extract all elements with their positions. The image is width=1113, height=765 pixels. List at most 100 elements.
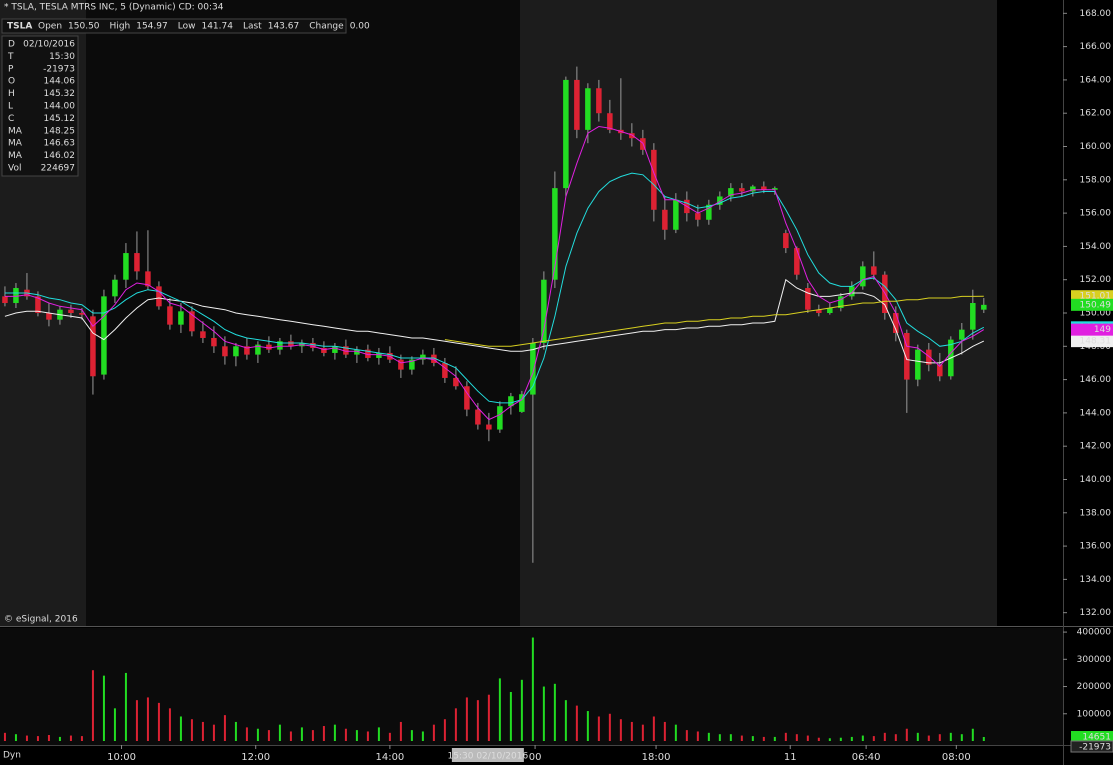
data-window-key: C	[8, 114, 14, 124]
candle-body	[871, 266, 877, 275]
data-window-value: 145.12	[44, 114, 76, 124]
volume-flag	[1071, 731, 1113, 743]
y-tick-label: 140.00	[1080, 475, 1112, 485]
volume-bar	[366, 731, 369, 741]
volume-bar	[69, 735, 72, 741]
volume-bar	[509, 691, 512, 741]
y-tick-label: 160.00	[1080, 142, 1112, 152]
x-tick-label: 08:00	[942, 752, 971, 763]
candle-body	[805, 288, 811, 310]
candle-body	[222, 346, 228, 357]
candle-body	[596, 88, 602, 114]
data-window-key: Vol	[8, 164, 21, 174]
candle-body	[376, 352, 382, 358]
candle-body	[739, 188, 745, 192]
candle-body	[332, 346, 338, 353]
session-shade	[86, 0, 520, 626]
y-tick-label: 158.00	[1080, 175, 1112, 185]
candle-body	[673, 199, 679, 230]
volume-bar	[674, 724, 677, 741]
moving-average	[4, 278, 985, 364]
volume-bar	[157, 702, 160, 741]
candle-body	[200, 331, 206, 338]
volume-bar	[696, 731, 699, 741]
price-flag-label: 150.49	[1080, 300, 1112, 310]
data-window-key: MA	[8, 126, 23, 136]
moving-average	[4, 125, 985, 421]
candle-body	[453, 377, 459, 387]
quote-value: 0.00	[350, 22, 370, 32]
cursor-box	[451, 748, 524, 762]
volume-bar	[630, 721, 633, 741]
volume-bar	[168, 708, 171, 741]
candle-body	[354, 349, 360, 355]
candle-body	[519, 394, 525, 412]
volume-bar	[278, 724, 281, 741]
volume-bar	[839, 737, 842, 741]
price-flag-label: 151.01	[1080, 292, 1112, 302]
volume-bar	[201, 721, 204, 741]
volume-bar	[234, 721, 237, 741]
y-tick-label: 150.00	[1080, 309, 1112, 319]
candle-body	[244, 346, 250, 355]
candle-body	[497, 406, 503, 430]
candle-body	[123, 253, 129, 280]
volume-bar	[465, 697, 468, 741]
volume-bar	[3, 732, 6, 741]
data-window-value: 148.25	[44, 126, 76, 136]
candle-body	[321, 347, 327, 353]
volume-bar	[707, 732, 710, 741]
volume-bar	[685, 730, 688, 741]
candle-body	[398, 359, 404, 370]
volume-bar	[267, 730, 270, 741]
pane-label: Dyn	[3, 751, 21, 761]
volume-bar	[443, 719, 446, 741]
copyright: © eSignal, 2016	[4, 615, 78, 625]
data-window-value: -21973	[43, 64, 75, 74]
candle-body	[827, 308, 833, 313]
session-shade	[520, 0, 997, 626]
candle-body	[970, 303, 976, 330]
candle-body	[343, 346, 349, 355]
volume-bar	[388, 732, 391, 741]
volume-bar	[300, 727, 303, 741]
candle-body	[90, 316, 96, 377]
quote-value: 154.97	[136, 22, 168, 32]
candle-body	[530, 342, 536, 395]
volume-bar	[179, 716, 182, 741]
volume-tick-label: 200000	[1077, 682, 1112, 692]
x-tick-label: 18:00	[642, 752, 671, 763]
data-window-value: 15:30	[49, 52, 75, 62]
volume-bar	[355, 730, 358, 741]
volume-bar	[663, 721, 666, 741]
y-tick-label: 146.00	[1080, 375, 1112, 385]
volume-bar	[608, 713, 611, 741]
candle-body	[112, 279, 118, 297]
candle-body	[662, 209, 668, 230]
volume-bar	[795, 734, 798, 741]
data-window-key: MA	[8, 151, 23, 161]
candle-body	[134, 253, 140, 272]
volume-bar	[190, 719, 193, 741]
candle-body	[717, 196, 723, 205]
volume-bar	[124, 672, 127, 741]
volume-bar	[762, 736, 765, 741]
volume-bar	[828, 738, 831, 741]
x-tick-label: 12:00	[241, 752, 270, 763]
candle-body	[585, 88, 591, 130]
volume-bar	[344, 728, 347, 741]
plot	[2, 66, 987, 741]
volume-bar	[894, 734, 897, 741]
candle-body	[178, 311, 184, 325]
volume-bar	[432, 724, 435, 741]
candle-body	[145, 271, 151, 287]
volume-bar	[212, 724, 215, 741]
volume-bar	[784, 732, 787, 741]
data-window-value: 144.06	[44, 77, 76, 87]
volume-bar	[916, 732, 919, 741]
volume-tick-label: 300000	[1077, 655, 1112, 665]
quote-bar	[1, 18, 347, 34]
volume-bar	[47, 735, 50, 741]
volume-bar	[80, 736, 83, 741]
